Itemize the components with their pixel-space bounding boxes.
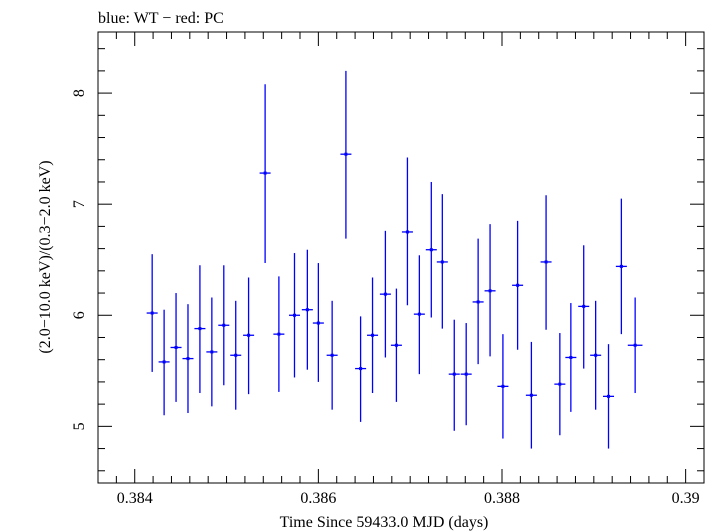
data-point [554, 333, 566, 436]
point-marker [488, 289, 492, 293]
point-marker [633, 343, 637, 347]
data-point [355, 316, 367, 422]
point-marker [594, 353, 598, 357]
data-point [627, 297, 643, 394]
data-point [390, 288, 402, 402]
point-marker [529, 393, 533, 397]
data-point [312, 263, 324, 382]
point-marker [174, 345, 178, 349]
point-marker [316, 321, 320, 325]
data-point [170, 293, 182, 402]
data-point [436, 194, 448, 329]
point-marker [619, 264, 623, 268]
data-point [497, 334, 509, 439]
data-point [367, 277, 379, 394]
point-marker [247, 333, 251, 337]
data-point [146, 254, 158, 372]
data-point [590, 300, 602, 410]
x-axis-label: Time Since 59433.0 MJD (days) [280, 514, 489, 531]
point-marker [210, 350, 214, 354]
data-point [194, 265, 206, 394]
point-marker [582, 304, 586, 308]
data-point [182, 304, 194, 414]
data-point [525, 341, 537, 449]
data-point [540, 195, 552, 330]
y-tick-label: 7 [71, 200, 88, 208]
point-marker [569, 355, 573, 359]
point-marker [371, 333, 375, 337]
y-tick-label: 5 [71, 422, 88, 430]
data-points [146, 70, 643, 449]
data-point [301, 249, 313, 370]
point-marker [186, 357, 190, 361]
point-marker [405, 230, 409, 234]
y-axis-label: (2.0−10.0 keV)/(0.3−2.0 keV) [37, 160, 54, 353]
data-point [401, 157, 413, 306]
point-marker [417, 312, 421, 316]
point-marker [440, 260, 444, 264]
data-point [448, 319, 460, 431]
point-marker [234, 353, 238, 357]
point-marker [222, 323, 226, 327]
data-point [326, 300, 338, 410]
point-marker [359, 367, 363, 371]
data-point [273, 276, 285, 392]
point-marker [516, 283, 520, 287]
axis-tick-labels: 0.384 0.386 0.388 0.39 5 6 7 8 [71, 89, 700, 507]
plot-frame [97, 31, 705, 484]
data-point [615, 198, 627, 335]
point-marker [292, 313, 296, 317]
point-marker [263, 171, 267, 175]
point-marker [198, 327, 202, 331]
axis-ticks [97, 32, 705, 483]
x-tick-label: 0.388 [484, 490, 520, 507]
data-point [340, 70, 352, 239]
point-marker [394, 343, 398, 347]
data-point [472, 238, 484, 365]
point-marker [330, 353, 334, 357]
x-tick-label: 0.386 [300, 490, 336, 507]
point-marker [452, 372, 456, 376]
point-marker [464, 372, 468, 376]
data-point [484, 224, 496, 357]
data-point [158, 309, 170, 416]
y-tick-label: 6 [71, 311, 88, 319]
data-point [206, 297, 218, 407]
data-point [218, 265, 230, 386]
point-marker [607, 394, 611, 398]
data-point [512, 220, 524, 350]
data-point [578, 245, 590, 369]
data-point [243, 277, 255, 395]
point-marker [344, 152, 348, 156]
point-marker [150, 311, 154, 315]
data-point [288, 253, 300, 378]
data-point [425, 181, 437, 318]
point-marker [429, 248, 433, 252]
point-marker [501, 384, 505, 388]
data-point [413, 255, 425, 375]
data-point [230, 300, 242, 410]
point-marker [383, 292, 387, 296]
point-marker [476, 300, 480, 304]
data-point [379, 230, 391, 358]
point-marker [162, 360, 166, 364]
x-tick-label: 0.384 [117, 490, 153, 507]
data-point [565, 303, 577, 412]
data-point [460, 323, 472, 426]
point-marker [277, 332, 281, 336]
y-tick-label: 8 [71, 89, 88, 97]
data-point [259, 84, 271, 264]
point-marker [544, 260, 548, 264]
point-marker [558, 382, 562, 386]
point-marker [305, 308, 309, 312]
chart-title: blue: WT − red: PC [98, 10, 224, 27]
data-point [603, 344, 615, 449]
x-tick-label: 0.39 [672, 490, 700, 507]
